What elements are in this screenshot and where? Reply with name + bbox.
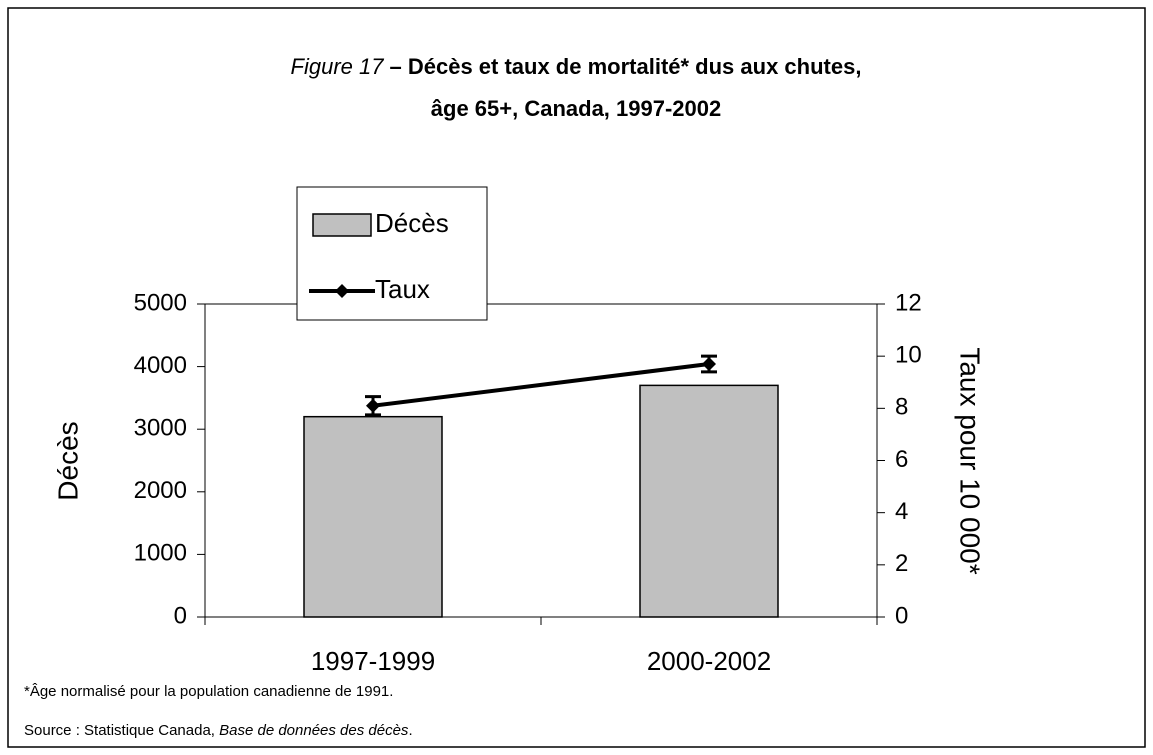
y2-tick-label: 8 <box>895 394 908 421</box>
legend-label: Taux <box>375 274 430 304</box>
marker <box>366 398 380 413</box>
title-line: – Décès et taux de mortalité* dus aux ch… <box>390 54 862 79</box>
bar <box>639 384 779 618</box>
frame <box>7 7 1146 748</box>
legend <box>296 186 488 321</box>
y2-tick-label: 10 <box>895 342 922 369</box>
source-prefix: Source : Statistique Canada, <box>24 722 219 739</box>
y-tick-label: 2000 <box>134 477 187 504</box>
y2-tick-label: 12 <box>895 289 922 316</box>
y-tick-label: 3000 <box>134 415 187 442</box>
legend-swatch <box>312 213 372 237</box>
x-tick-label: 1997-1999 <box>311 646 435 676</box>
y2-axis-title: Taux pour 10 000* <box>955 347 986 574</box>
y-tick-label: 0 <box>174 602 187 629</box>
y-tick-label: 5000 <box>134 289 187 316</box>
chart-title: Figure 17– Décès et taux de mortalité* d… <box>291 54 862 79</box>
y2-tick-label: 6 <box>895 446 908 473</box>
y-tick-label: 4000 <box>134 352 187 379</box>
y2-tick-label: 4 <box>895 498 908 525</box>
y-axis-title: Décès <box>52 421 83 500</box>
bar <box>303 415 443 618</box>
y2-tick-label: 0 <box>895 602 908 629</box>
y2-tick-label: 2 <box>895 550 908 577</box>
line <box>372 362 710 408</box>
y-tick-label: 1000 <box>134 540 187 567</box>
x-tick-label: 2000-2002 <box>647 646 771 676</box>
source: Source : Statistique Canada, Base de don… <box>24 722 413 739</box>
legend-marker <box>335 284 349 298</box>
legend-label: Décès <box>375 208 449 238</box>
marker <box>702 356 716 371</box>
source-italic: Base de données des décès <box>219 722 409 739</box>
footnote: *Âge normalisé pour la population canadi… <box>24 683 393 700</box>
figure-label: Figure 17 <box>291 54 385 79</box>
source-suffix: . <box>408 722 412 739</box>
title-line: âge 65+, Canada, 1997-2002 <box>431 96 721 121</box>
